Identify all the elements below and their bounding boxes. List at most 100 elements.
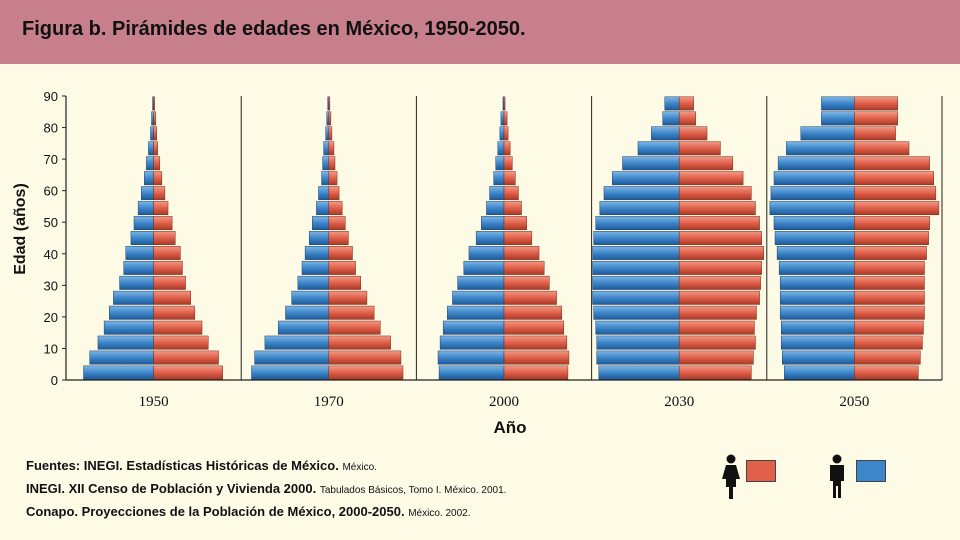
bar-male-2000-55-59 [486,201,505,216]
bar-female-2030-50-54 [678,216,760,230]
bar-female-1950-5-9 [153,350,219,365]
bar-male-2030-50-54 [595,216,680,230]
y-tick-label: 90 [44,89,58,104]
bar-male-1970-75-79 [323,141,330,156]
title-bar: Figura b. Pirámides de edades en México,… [0,0,960,64]
bar-male-2050-40-44 [776,246,855,260]
bar-female-1970-10-14 [328,335,391,350]
y-tick-label: 0 [51,373,58,388]
bar-female-1970-0-4 [328,365,404,380]
bar-female-2030-15-19 [678,320,755,335]
bar-male-2050-5-9 [782,350,855,365]
bar-male-2030-65-69 [611,171,680,186]
y-tick-label: 20 [44,310,58,325]
bar-male-1950-45-49 [130,231,154,245]
bar-female-2030-80-84 [678,126,708,141]
bar-female-1950-85-89 [153,111,156,126]
bar-female-1970-65-69 [328,171,338,186]
bar-female-2050-45-49 [854,231,929,245]
bar-male-1950-35-39 [123,260,154,275]
source-line-3: Conapo. Proyecciones de la Población de … [26,501,506,524]
bar-male-2030-35-39 [592,260,680,275]
bar-male-2050-15-19 [780,320,855,335]
year-label-1970: 1970 [314,394,344,410]
bar-male-1950-60-64 [140,186,154,201]
bar-male-2000-20-24 [447,305,505,320]
bar-female-2000-65-69 [503,171,516,186]
bar-female-2030-5-9 [678,350,754,365]
bar-female-2000-50-54 [503,216,527,230]
bar-female-2000-20-24 [503,305,562,320]
bar-male-2050-70-74 [777,156,855,171]
bar-female-1970-90+ [328,96,331,111]
bar-female-1950-10-14 [153,335,209,350]
source-3-small: México. 2002. [408,508,471,519]
bar-male-2050-30-34 [779,275,855,290]
source-3-bold: Conapo. Proyecciones de la Población de … [26,504,405,519]
bar-male-1950-5-9 [89,350,154,365]
bar-female-2050-90+ [854,96,898,111]
bar-female-2000-70-74 [503,156,513,171]
bar-female-2030-65-69 [678,171,744,186]
bar-female-1970-85-89 [328,111,332,126]
bar-female-1970-40-44 [328,246,353,260]
bar-female-2050-60-64 [854,186,937,201]
bar-male-1970-80-84 [325,126,330,141]
x-axis-label: Año [493,418,527,437]
bar-female-2050-25-29 [854,290,925,305]
bar-male-2000-40-44 [468,246,505,260]
bar-female-2050-55-59 [854,201,940,216]
bar-male-1970-85-89 [326,111,330,126]
bar-male-2030-25-29 [592,290,680,305]
sources: Fuentes: INEGI. Estadísticas Históricas … [26,455,506,524]
y-tick-label: 40 [44,247,58,262]
legend-male [828,454,888,505]
bar-male-1950-85-89 [151,111,154,126]
year-label-2000: 2000 [489,394,519,410]
bar-female-2030-25-29 [678,290,760,305]
bar-female-1950-45-49 [153,231,176,245]
year-label-2030: 2030 [664,394,694,410]
bar-female-2000-40-44 [503,246,540,260]
bar-female-2030-30-34 [678,275,761,290]
bar-male-2030-60-64 [603,186,680,201]
bar-female-2000-15-19 [503,320,565,335]
figure-title: Figura b. Pirámides de edades en México,… [22,18,526,40]
bar-male-2000-80-84 [499,126,505,141]
bar-male-2000-85-89 [500,111,505,126]
bar-male-1970-20-24 [285,305,330,320]
bar-male-1970-55-59 [316,201,330,216]
bar-male-1950-50-54 [133,216,154,230]
bar-male-1950-75-79 [148,141,154,156]
bar-female-2000-25-29 [503,290,557,305]
bar-male-2000-75-79 [497,141,505,156]
bar-female-2030-40-44 [678,246,764,260]
bar-female-2050-75-79 [854,141,910,156]
bar-female-1950-65-69 [153,171,163,186]
bar-female-1950-20-24 [153,305,196,320]
bar-female-1970-60-64 [328,186,340,201]
bar-male-1950-55-59 [137,201,154,216]
bar-female-1950-0-4 [153,365,223,380]
bar-male-1950-65-69 [144,171,154,186]
bar-female-1970-35-39 [328,260,356,275]
bar-male-2000-60-64 [489,186,505,201]
bar-male-2050-35-39 [778,260,855,275]
bar-male-2030-5-9 [596,350,680,365]
bar-female-2000-85-89 [503,111,508,126]
bar-female-1970-5-9 [328,350,402,365]
bar-male-1950-0-4 [83,365,154,380]
bar-male-1970-70-74 [322,156,330,171]
bar-female-2000-10-14 [503,335,568,350]
bar-female-2050-80-84 [854,126,896,141]
bar-female-2050-50-54 [854,216,930,230]
y-tick-label: 30 [44,278,58,293]
bar-male-1950-30-34 [119,275,154,290]
bar-male-2050-45-49 [774,231,855,245]
bar-female-2030-10-14 [678,335,756,350]
bar-male-1970-50-54 [312,216,330,230]
y-tick-label: 60 [44,184,58,199]
bar-male-2030-0-4 [598,365,680,380]
bar-female-2030-85-89 [678,111,696,126]
bar-female-2030-35-39 [678,260,762,275]
